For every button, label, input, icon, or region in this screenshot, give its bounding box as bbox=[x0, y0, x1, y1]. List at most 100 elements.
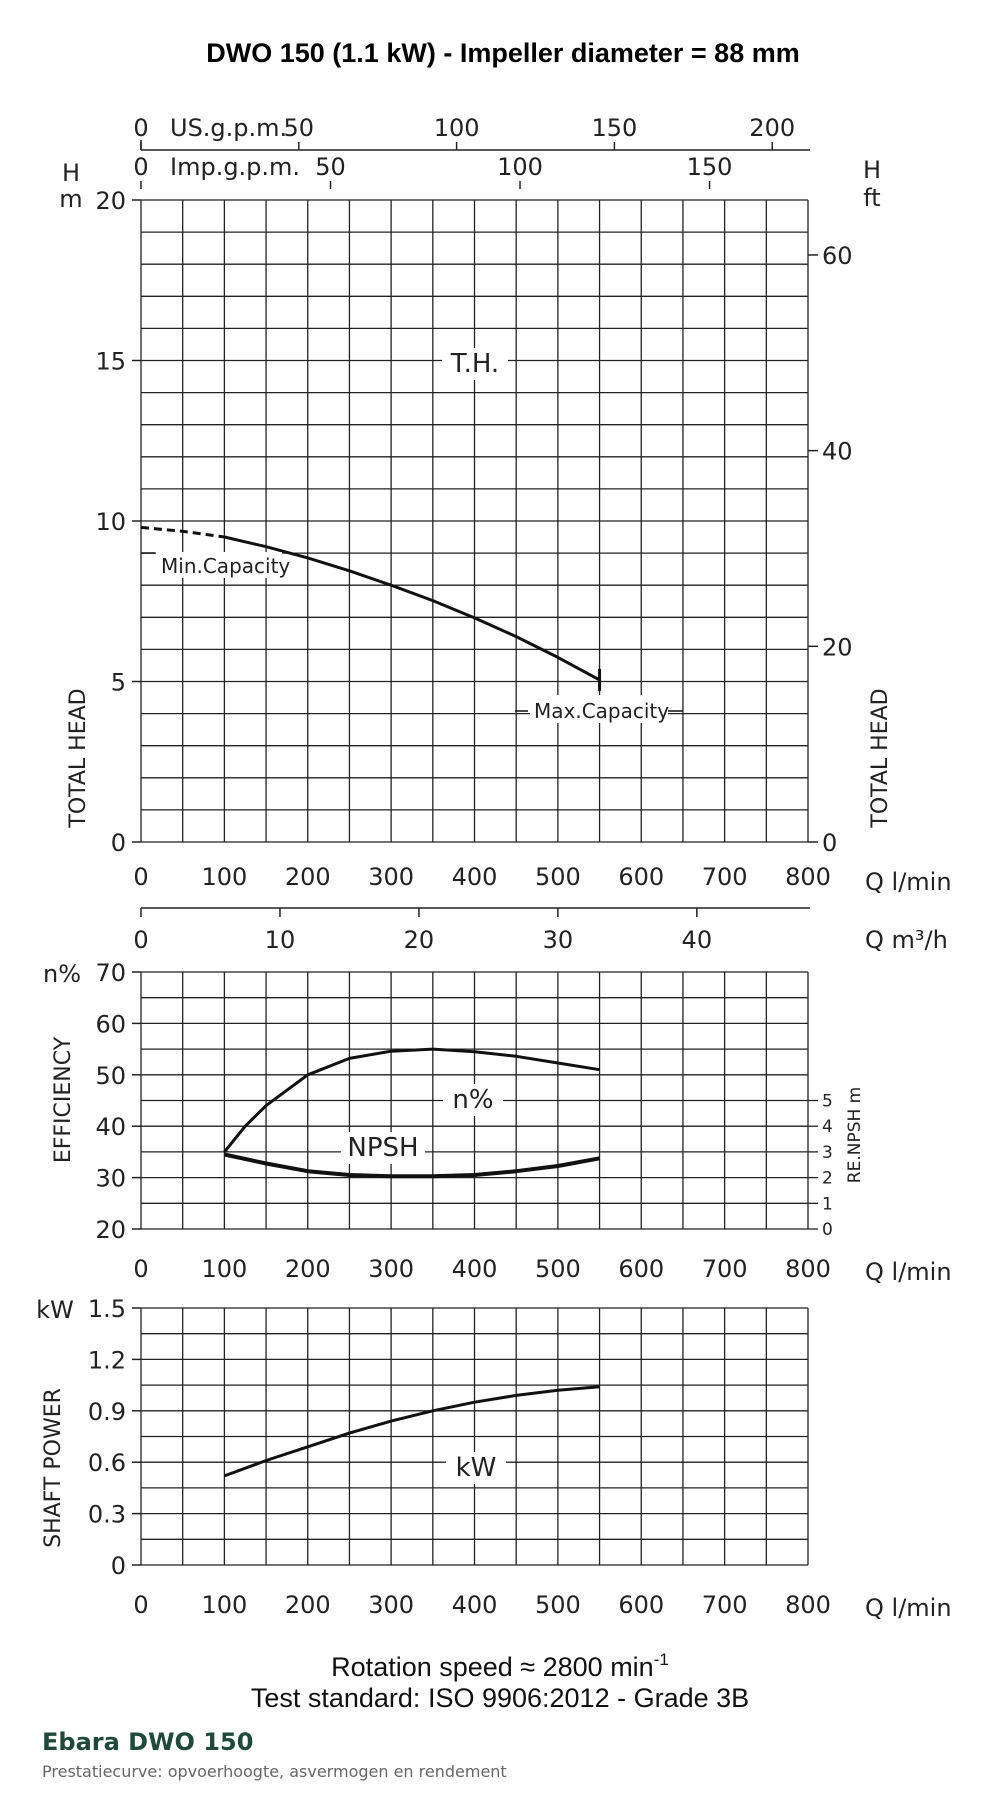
max-capacity-label-bg bbox=[530, 695, 668, 723]
power-x-tick-label: 100 bbox=[201, 1591, 247, 1619]
m3h-tick-label: 0 bbox=[133, 926, 148, 954]
shaft-power-curve bbox=[223, 1385, 600, 1478]
eff-x-tick-label: 300 bbox=[368, 1255, 414, 1283]
head-y2-tick-label: 40 bbox=[822, 438, 853, 466]
power-x-tick-label: 500 bbox=[535, 1591, 581, 1619]
head-y-tick-label: 5 bbox=[111, 669, 126, 697]
impgpm-tick-label: 50 bbox=[315, 153, 346, 181]
head-y2-title: TOTAL HEAD bbox=[868, 688, 893, 828]
head-y-tick-label: 15 bbox=[95, 348, 126, 376]
eff-x-axis-title: Q l/min bbox=[865, 1258, 952, 1286]
usgpm-tick-label: 100 bbox=[434, 114, 480, 142]
eff-curve-label-bg bbox=[443, 1084, 503, 1116]
head-y-tick-label: 10 bbox=[95, 508, 126, 536]
page-footer: Ebara DWO 150 Prestatiecurve: opvoerhoog… bbox=[42, 1728, 507, 1781]
test-standard-text: Test standard: ISO 9906:2012 - Grade 3B bbox=[251, 1683, 749, 1713]
usgpm-tick-label: 50 bbox=[284, 114, 315, 142]
power-y-tick-label: 1.2 bbox=[88, 1346, 126, 1374]
head-x-axis-title: Q l/min bbox=[865, 868, 952, 896]
eff-x-tick-label: 500 bbox=[535, 1255, 581, 1283]
eff-curve-label: n% bbox=[452, 1085, 493, 1115]
power-y-unit: kW bbox=[36, 1296, 74, 1324]
eff-x-tick-label: 100 bbox=[201, 1255, 247, 1283]
head-y-title: TOTAL HEAD bbox=[66, 688, 91, 828]
head-x-tick-label: 800 bbox=[785, 863, 831, 891]
eff-y-tick-label: 50 bbox=[95, 1062, 126, 1090]
npsh-y-tick-label: 0 bbox=[822, 1220, 833, 1240]
max-capacity-label: Max.Capacity bbox=[534, 699, 669, 723]
m3h-axis-title: Q m³/h bbox=[865, 926, 948, 954]
eff-y-unit: n% bbox=[43, 960, 81, 988]
eff-x-tick-label: 600 bbox=[618, 1255, 664, 1283]
m3h-tick-label: 20 bbox=[404, 926, 435, 954]
head-x-tick-label: 300 bbox=[368, 863, 414, 891]
min-capacity-label: Min.Capacity bbox=[161, 554, 290, 578]
power-x-tick-label: 400 bbox=[452, 1591, 498, 1619]
head-x-tick-label: 500 bbox=[535, 863, 581, 891]
power-y-tick-label: 0 bbox=[111, 1552, 126, 1580]
head-x-tick-label: 400 bbox=[452, 863, 498, 891]
npsh-curve bbox=[223, 1152, 600, 1179]
eff-y-title: EFFICIENCY bbox=[51, 1036, 76, 1163]
power-x-tick-label: 300 bbox=[368, 1591, 414, 1619]
eff-y-tick-label: 60 bbox=[95, 1010, 126, 1038]
npsh-curve-label-bg bbox=[341, 1132, 425, 1164]
head-y2-tick-label: 20 bbox=[822, 633, 853, 661]
impgpm-tick-label: 150 bbox=[687, 153, 733, 181]
usgpm-tick-label: 0 bbox=[133, 114, 148, 142]
head-y2-unit-bottom: ft bbox=[863, 184, 880, 212]
brand-title: Ebara DWO 150 bbox=[42, 1728, 254, 1756]
m3h-tick-label: 30 bbox=[543, 926, 574, 954]
head-curve bbox=[224, 535, 601, 682]
power-x-tick-label: 0 bbox=[133, 1591, 148, 1619]
eff-y-tick-label: 70 bbox=[95, 959, 126, 987]
power-y-tick-label: 0.6 bbox=[88, 1449, 126, 1477]
eff-y-tick-label: 30 bbox=[95, 1165, 126, 1193]
m3h-tick-label: 10 bbox=[265, 926, 296, 954]
efficiency-curve bbox=[223, 1047, 600, 1153]
head-y2-tick-label: 0 bbox=[822, 829, 837, 857]
th-curve-label-bg bbox=[442, 348, 508, 380]
brand-subtitle: Prestatiecurve: opvoerhoogte, asvermogen… bbox=[42, 1762, 507, 1781]
power-y-tick-label: 1.5 bbox=[88, 1295, 126, 1323]
usgpm-axis-label: US.g.p.m. bbox=[170, 114, 287, 142]
pump-performance-chart: DWO 150 (1.1 kW) - Impeller diameter = 8… bbox=[36, 38, 952, 1713]
npsh-curve-label: NPSH bbox=[347, 1133, 418, 1163]
power-y-tick-label: 0.3 bbox=[88, 1501, 126, 1529]
efficiency-chart: 20 30 40 50 60 70 n% EFFICIENCY 0 1 2 3 4 5 RE.NPSH m 0… bbox=[43, 959, 952, 1286]
power-y-tick-label: 0.9 bbox=[88, 1398, 126, 1426]
power-y-title: SHAFT POWER bbox=[41, 1388, 66, 1548]
impgpm-axis-label: Imp.g.p.m. bbox=[170, 153, 300, 181]
npsh-y-tick-label: 2 bbox=[822, 1169, 833, 1189]
head-y-unit-bottom: m bbox=[59, 185, 82, 213]
head-y-tick-label: 20 bbox=[95, 187, 126, 215]
head-y2-unit-top: H bbox=[863, 156, 881, 184]
npsh-y-title: RE.NPSH m bbox=[845, 1087, 865, 1183]
eff-y-tick-label: 20 bbox=[95, 1216, 126, 1244]
power-x-tick-label: 700 bbox=[702, 1591, 748, 1619]
eff-x-tick-label: 200 bbox=[285, 1255, 331, 1283]
head-y-unit-top: H bbox=[62, 159, 80, 187]
eff-x-tick-label: 800 bbox=[785, 1255, 831, 1283]
chart-title: DWO 150 (1.1 kW) - Impeller diameter = 8… bbox=[206, 38, 799, 68]
head-x-tick-label: 700 bbox=[702, 863, 748, 891]
head-x-tick-label: 200 bbox=[285, 863, 331, 891]
head-x-tick-label: 0 bbox=[133, 863, 148, 891]
eff-y-tick-label: 40 bbox=[95, 1113, 126, 1141]
head-curve-below-min bbox=[140, 525, 225, 539]
head-x-tick-label: 600 bbox=[618, 863, 664, 891]
power-x-tick-label: 800 bbox=[785, 1591, 831, 1619]
eff-x-tick-label: 700 bbox=[702, 1255, 748, 1283]
rotation-speed-text: Rotation speed ≈ 2800 min-1 bbox=[331, 1650, 669, 1682]
m3h-tick-label: 40 bbox=[682, 926, 713, 954]
power-x-axis-title: Q l/min bbox=[865, 1594, 952, 1622]
kw-curve-label: kW bbox=[456, 1453, 497, 1483]
npsh-y-tick-label: 1 bbox=[822, 1194, 833, 1214]
th-curve-label: T.H. bbox=[450, 349, 499, 379]
impgpm-tick-label: 0 bbox=[133, 153, 148, 181]
head-y2-tick-label: 60 bbox=[822, 242, 853, 270]
shaft-power-chart: 0 0.3 0.6 0.9 1.2 1.5 kW SHAFT POWER 0 100 200 300 4… bbox=[36, 1295, 951, 1622]
npsh-y-tick-label: 3 bbox=[822, 1143, 833, 1163]
usgpm-tick-label: 150 bbox=[592, 114, 638, 142]
